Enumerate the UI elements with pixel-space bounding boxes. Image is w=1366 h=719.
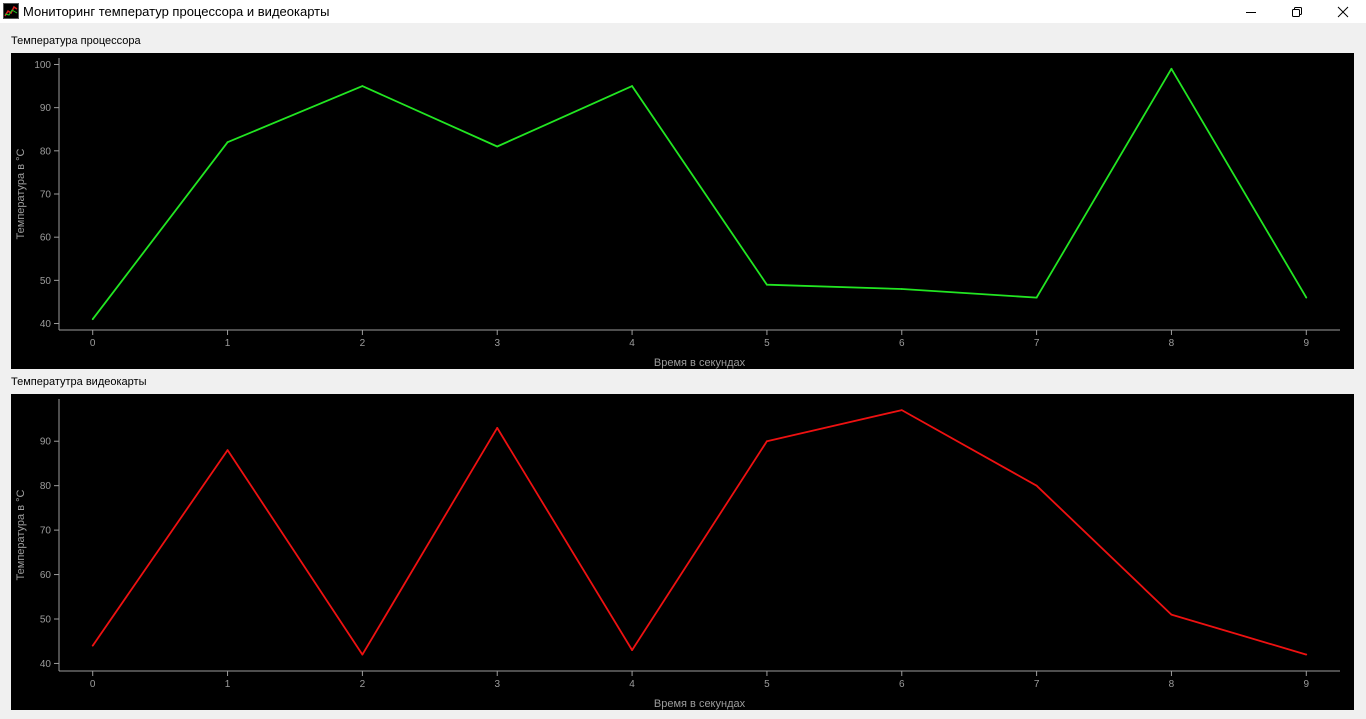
cpu-chart-svg: 40 50 60 70 80 90 100 0 1 2 3 4 5 6 7 8 9 Время в секунда… xyxy=(15,58,1340,369)
minimize-button[interactable] xyxy=(1228,0,1274,23)
gpu-x-tick-label: 8 xyxy=(1169,679,1175,690)
cpu-x-tick-label: 9 xyxy=(1304,338,1310,349)
cpu-x-tick-label: 8 xyxy=(1169,338,1175,349)
gpu-series-line xyxy=(91,409,1307,656)
gpu-x-tick-label: 3 xyxy=(494,679,500,690)
gpu-y-axis-label: Температура в °C xyxy=(15,489,27,580)
cpu-data-point xyxy=(631,85,633,87)
cpu-x-axis-label: Время в секундах xyxy=(654,357,746,369)
cpu-data-point xyxy=(1035,296,1038,299)
gpu-y-tick-label: 60 xyxy=(40,570,52,581)
gpu-x-axis-label: Время в секундах xyxy=(654,698,746,710)
gpu-data-point xyxy=(631,649,633,652)
gpu-chart-svg: 40 50 60 70 80 90 0 1 2 3 4 5 6 7 8 9 Время в секундах Те… xyxy=(15,399,1340,710)
cpu-x-tick-label: 0 xyxy=(90,338,96,349)
gpu-data-point xyxy=(361,653,364,656)
cpu-x-tick-label: 4 xyxy=(629,338,635,349)
cpu-x-tick-label: 1 xyxy=(225,338,231,349)
gpu-data-point xyxy=(496,426,499,429)
cpu-data-point xyxy=(226,141,229,144)
gpu-data-point xyxy=(1035,484,1038,487)
gpu-y-tick-label: 70 xyxy=(40,526,52,537)
cpu-y-axis-label: Температура в °C xyxy=(15,148,27,239)
gpu-temperature-chart: 40 50 60 70 80 90 0 1 2 3 4 5 6 7 8 9 Время в секундах Те… xyxy=(11,394,1354,710)
cpu-y-tick-label: 70 xyxy=(40,190,52,201)
restore-button[interactable] xyxy=(1274,0,1320,23)
cpu-y-tick-label: 100 xyxy=(34,60,51,71)
cpu-y-tick-label: 50 xyxy=(40,276,52,287)
gpu-x-tick-label: 9 xyxy=(1304,679,1310,690)
cpu-y-tick-label: 60 xyxy=(40,233,52,244)
cpu-data-point xyxy=(1305,296,1308,299)
cpu-x-tick-label: 7 xyxy=(1034,338,1040,349)
gpu-y-tick-label: 90 xyxy=(40,437,52,448)
gpu-x-tick-label: 6 xyxy=(899,679,905,690)
gpu-data-point xyxy=(900,409,903,412)
gpu-y-tick-label: 50 xyxy=(40,615,52,626)
restore-icon xyxy=(1292,6,1302,17)
cpu-y-tick-label: 90 xyxy=(40,103,52,114)
cpu-data-point xyxy=(361,85,364,87)
title-bar[interactable]: Мониторинг температур процессора и видео… xyxy=(0,0,1366,23)
cpu-x-tick-label: 6 xyxy=(899,338,905,349)
chart-app-icon xyxy=(3,3,19,19)
gpu-x-tick-label: 5 xyxy=(764,679,770,690)
gpu-x-tick-label: 0 xyxy=(90,679,96,690)
gpu-x-tick-label: 4 xyxy=(629,679,635,690)
gpu-x-tick-label: 1 xyxy=(225,679,231,690)
close-button[interactable] xyxy=(1320,0,1366,23)
gpu-x-tick-label: 2 xyxy=(360,679,366,690)
gpu-data-point xyxy=(1305,653,1308,656)
cpu-x-tick-label: 3 xyxy=(494,338,500,349)
gpu-chart-label: Температутра видеокарты xyxy=(11,376,147,388)
gpu-x-tick-label: 7 xyxy=(1034,679,1040,690)
cpu-data-point xyxy=(1170,67,1173,70)
gpu-data-point xyxy=(91,644,94,647)
cpu-y-tick-label: 40 xyxy=(40,319,52,330)
cpu-series-line xyxy=(91,67,1308,320)
minimize-icon xyxy=(1246,11,1256,13)
cpu-data-point xyxy=(91,318,94,321)
gpu-data-point xyxy=(226,449,229,452)
gpu-y-tick-label: 40 xyxy=(40,659,52,670)
gpu-data-point xyxy=(1170,613,1173,616)
gpu-y-tick-label: 80 xyxy=(40,481,52,492)
cpu-data-point xyxy=(766,283,768,286)
cpu-y-tick-label: 80 xyxy=(40,146,52,157)
cpu-x-tick-label: 5 xyxy=(764,338,770,349)
gpu-data-point xyxy=(766,440,768,443)
cpu-temperature-chart: 40 50 60 70 80 90 100 0 1 2 3 4 5 6 7 8 9 Время в секунда… xyxy=(11,53,1354,369)
cpu-x-tick-label: 2 xyxy=(360,338,366,349)
window-title: Мониторинг температур процессора и видео… xyxy=(23,4,330,19)
close-icon xyxy=(1337,6,1349,17)
cpu-data-point xyxy=(496,145,499,148)
cpu-data-point xyxy=(900,288,903,290)
cpu-chart-label: Температура процессора xyxy=(11,35,141,47)
